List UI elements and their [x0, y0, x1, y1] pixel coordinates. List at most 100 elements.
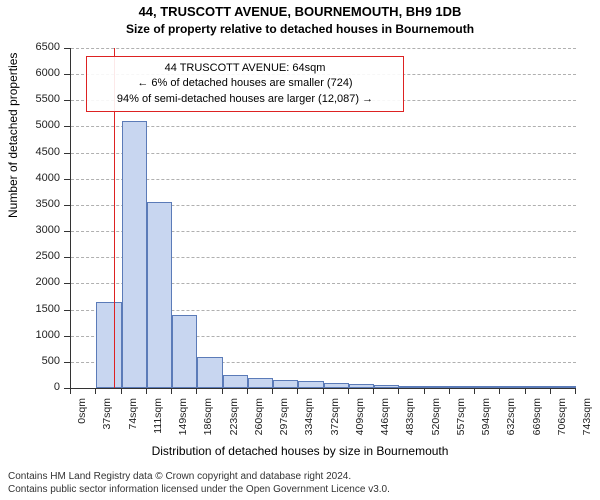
x-tick-label: 632sqm [505, 398, 517, 448]
x-tick-label: 111sqm [152, 398, 164, 448]
histogram-bar [425, 386, 450, 388]
y-tick-mark [64, 283, 70, 284]
x-tick-mark [373, 388, 374, 394]
y-tick-label: 3000 [10, 224, 60, 236]
histogram-bar [248, 378, 273, 388]
x-tick-mark [424, 388, 425, 394]
histogram-bar [500, 386, 525, 388]
gridline [71, 48, 576, 49]
histogram-bar [551, 386, 576, 388]
x-tick-label: 334sqm [303, 398, 315, 448]
x-tick-label: 186sqm [202, 398, 214, 448]
histogram-bar [122, 121, 147, 388]
y-tick-mark [64, 153, 70, 154]
x-tick-mark [222, 388, 223, 394]
x-tick-mark [121, 388, 122, 394]
x-tick-mark [525, 388, 526, 394]
x-tick-mark [146, 388, 147, 394]
histogram-bar [349, 384, 374, 388]
y-tick-mark [64, 126, 70, 127]
y-tick-label: 4500 [10, 146, 60, 158]
x-axis-label: Distribution of detached houses by size … [0, 444, 600, 458]
gridline [71, 153, 576, 154]
x-tick-label: 37sqm [101, 398, 113, 448]
y-tick-label: 3500 [10, 198, 60, 210]
y-tick-mark [64, 48, 70, 49]
x-tick-label: 594sqm [480, 398, 492, 448]
histogram-bar [450, 386, 475, 388]
y-tick-label: 5000 [10, 119, 60, 131]
footer-line2: Contains public sector information licen… [8, 483, 390, 496]
y-tick-label: 2000 [10, 276, 60, 288]
y-tick-label: 500 [10, 355, 60, 367]
x-tick-label: 409sqm [354, 398, 366, 448]
x-tick-label: 297sqm [278, 398, 290, 448]
histogram-bar [526, 386, 551, 388]
histogram-bar [172, 315, 197, 388]
x-tick-label: 0sqm [76, 398, 88, 448]
annotation-line1: 44 TRUSCOTT AVENUE: 64sqm [95, 61, 395, 76]
gridline [71, 126, 576, 127]
annotation-line2: ← 6% of detached houses are smaller (724… [95, 76, 395, 91]
y-tick-mark [64, 362, 70, 363]
histogram-bar [223, 375, 248, 388]
x-tick-label: 706sqm [556, 398, 568, 448]
x-tick-mark [348, 388, 349, 394]
x-tick-label: 446sqm [379, 398, 391, 448]
x-tick-label: 74sqm [127, 398, 139, 448]
y-tick-mark [64, 231, 70, 232]
x-tick-mark [272, 388, 273, 394]
annotation-line3: 94% of semi-detached houses are larger (… [95, 92, 395, 107]
histogram-bar [96, 302, 121, 388]
x-tick-label: 149sqm [177, 398, 189, 448]
x-tick-label: 520sqm [430, 398, 442, 448]
x-tick-label: 223sqm [228, 398, 240, 448]
x-tick-mark [297, 388, 298, 394]
footer-attribution: Contains HM Land Registry data © Crown c… [8, 470, 390, 496]
x-tick-label: 483sqm [404, 398, 416, 448]
histogram-bar [324, 383, 349, 388]
histogram-bar [475, 386, 500, 388]
x-tick-mark [70, 388, 71, 394]
x-tick-mark [196, 388, 197, 394]
x-tick-label: 260sqm [253, 398, 265, 448]
histogram-bar [374, 385, 399, 388]
y-tick-mark [64, 336, 70, 337]
y-tick-mark [64, 310, 70, 311]
x-tick-label: 557sqm [455, 398, 467, 448]
x-tick-mark [449, 388, 450, 394]
histogram-bar [197, 357, 222, 388]
y-tick-label: 0 [10, 381, 60, 393]
histogram-bar [147, 202, 172, 388]
y-tick-label: 4000 [10, 172, 60, 184]
annotation-box: 44 TRUSCOTT AVENUE: 64sqm← 6% of detache… [86, 56, 404, 112]
x-tick-mark [575, 388, 576, 394]
histogram-bar [399, 386, 424, 388]
y-tick-mark [64, 257, 70, 258]
y-tick-label: 5500 [10, 93, 60, 105]
y-tick-mark [64, 179, 70, 180]
x-tick-mark [95, 388, 96, 394]
x-tick-label: 743sqm [581, 398, 593, 448]
chart-title-main: 44, TRUSCOTT AVENUE, BOURNEMOUTH, BH9 1D… [0, 4, 600, 19]
y-tick-mark [64, 205, 70, 206]
x-tick-mark [171, 388, 172, 394]
footer-line1: Contains HM Land Registry data © Crown c… [8, 470, 390, 483]
x-tick-mark [247, 388, 248, 394]
y-tick-mark [64, 100, 70, 101]
x-tick-mark [398, 388, 399, 394]
chart-title-sub: Size of property relative to detached ho… [0, 22, 600, 36]
y-tick-label: 6000 [10, 67, 60, 79]
x-tick-mark [499, 388, 500, 394]
y-tick-mark [64, 74, 70, 75]
x-tick-label: 372sqm [329, 398, 341, 448]
y-tick-label: 6500 [10, 41, 60, 53]
y-tick-label: 1500 [10, 303, 60, 315]
y-tick-label: 2500 [10, 250, 60, 262]
histogram-bar [273, 380, 298, 388]
gridline [71, 179, 576, 180]
x-tick-label: 669sqm [531, 398, 543, 448]
x-tick-mark [323, 388, 324, 394]
x-tick-mark [474, 388, 475, 394]
histogram-bar [298, 381, 323, 388]
